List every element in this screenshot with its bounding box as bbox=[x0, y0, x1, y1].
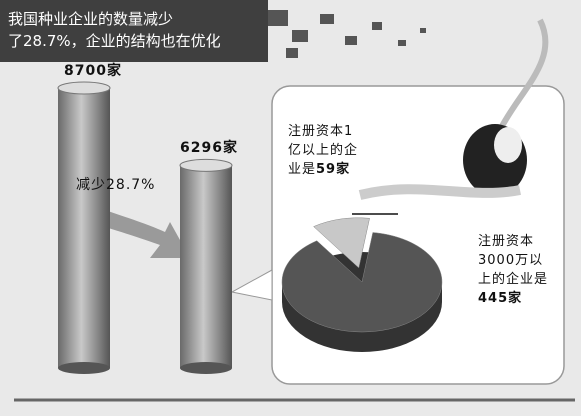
category-label: 注册资本1亿以上的企业是 bbox=[288, 124, 359, 177]
bar-top bbox=[57, 81, 111, 95]
annotation: 减少28.7% bbox=[76, 177, 156, 193]
title-line: 了28.7%，企业的结构也在优化 bbox=[8, 32, 221, 50]
pie-label: 注册资本1亿以上的企业是59家 bbox=[288, 122, 360, 179]
callout bbox=[230, 269, 273, 301]
title-bar bbox=[0, 0, 268, 62]
decor-squares bbox=[268, 10, 426, 58]
bar-top bbox=[179, 158, 233, 172]
title-line: 我国种业企业的数量减少 bbox=[8, 10, 174, 28]
bar-bottom bbox=[58, 362, 110, 374]
pie-label: 注册资本3000万以上的企业是 445家 bbox=[478, 232, 556, 308]
value-label: 59家 bbox=[316, 162, 351, 177]
value-label: 445家 bbox=[478, 291, 523, 306]
value-label: 8700家 bbox=[64, 63, 122, 79]
pie-slice bbox=[313, 217, 370, 269]
value-label: 6296家 bbox=[180, 140, 238, 157]
mouse-decor bbox=[358, 18, 549, 200]
title: 我国种业企业的数量减少 了28.7%，企业的结构也在优化 bbox=[8, 8, 221, 52]
pie-slice bbox=[281, 232, 443, 333]
bar bbox=[180, 165, 232, 368]
bar-bottom bbox=[180, 362, 232, 374]
bar bbox=[58, 88, 110, 368]
category-label: 注册资本3000万以上的企业是 bbox=[478, 234, 549, 287]
